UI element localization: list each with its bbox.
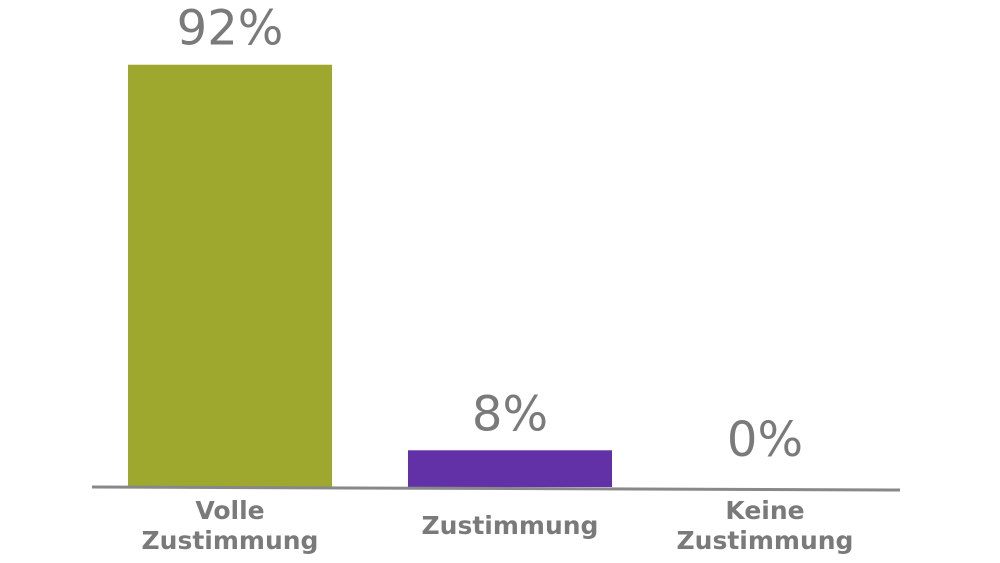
category-label-2: Keine Zustimmung [677, 496, 854, 555]
category-label-2-line-1: Zustimmung [677, 526, 854, 555]
bars-group [128, 64, 612, 487]
category-label-1: Zustimmung [422, 511, 599, 540]
category-label-0-line-0: Volle [195, 496, 264, 525]
x-axis-line [91, 485, 901, 492]
value-label-2: 0% [727, 412, 803, 468]
bar-1 [408, 450, 612, 487]
category-label-2-line-0: Keine [725, 496, 804, 525]
value-label-1: 8% [472, 386, 548, 442]
category-label-1-line-0: Zustimmung [422, 511, 599, 540]
category-label-0-line-1: Zustimmung [142, 526, 319, 555]
value-labels-group: 92% 8% 0% [177, 1, 803, 468]
bar-0 [128, 64, 332, 487]
category-label-0: Volle Zustimmung [142, 496, 319, 555]
value-label-0: 92% [177, 1, 284, 57]
